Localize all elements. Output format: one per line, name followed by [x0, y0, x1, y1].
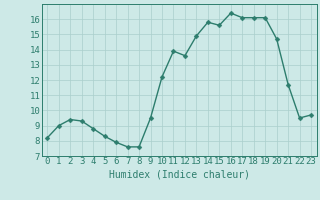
X-axis label: Humidex (Indice chaleur): Humidex (Indice chaleur) [109, 169, 250, 179]
